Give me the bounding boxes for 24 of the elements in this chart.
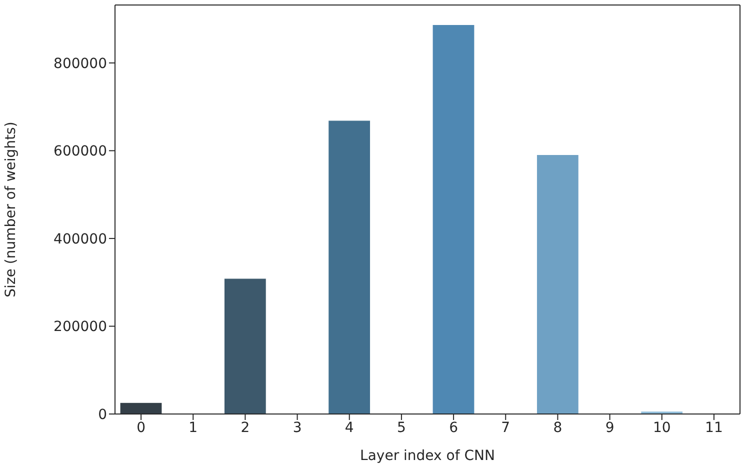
x-tick-label: 10	[652, 420, 671, 436]
x-tick-label: 1	[188, 420, 198, 436]
y-tick-label: 800000	[54, 56, 107, 72]
x-axis-title: Layer index of CNN	[360, 448, 495, 464]
x-tick-label: 4	[344, 420, 354, 436]
x-tick-label: 9	[605, 420, 614, 436]
x-tick-label: 7	[501, 420, 510, 436]
x-tick-label: 11	[705, 420, 723, 436]
x-tick-label: 8	[553, 420, 562, 436]
bar	[120, 402, 162, 414]
x-tick-label: 5	[396, 420, 406, 436]
x-tick-label: 6	[449, 420, 458, 436]
y-tick-label: 0	[98, 406, 107, 423]
y-tick-label: 400000	[54, 231, 107, 248]
x-tick-label: 2	[240, 420, 250, 436]
y-tick-label: 600000	[54, 144, 107, 160]
x-tick-label: 0	[136, 420, 146, 436]
bar	[224, 278, 266, 414]
bar	[432, 24, 475, 414]
x-tick-label: 3	[292, 420, 302, 436]
y-axis-title: Size (number of weights)	[2, 122, 19, 298]
bar	[328, 120, 371, 414]
bar	[536, 154, 579, 414]
y-tick-label: 200000	[54, 319, 107, 336]
